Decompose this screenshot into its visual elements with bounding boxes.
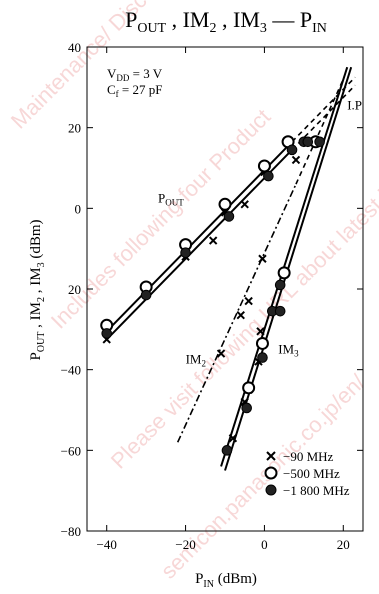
condition-vdd: VDD = 3 V bbox=[107, 66, 163, 83]
marker-filled-circle bbox=[286, 144, 298, 156]
annotation-pout: POUT bbox=[158, 190, 184, 207]
y-tick-label: 20 bbox=[68, 282, 81, 297]
chart-title: POUT , IM2 , IM3 — PIN bbox=[125, 7, 327, 36]
annotation-im3: IM3 bbox=[278, 342, 299, 359]
marker-open-circle bbox=[277, 266, 291, 280]
marker-cross bbox=[256, 327, 265, 336]
x-tick-label: 20 bbox=[337, 537, 350, 552]
axis-ticks bbox=[87, 46, 363, 532]
y-tick-label: 40 bbox=[68, 40, 81, 55]
marker-filled-circle bbox=[257, 352, 268, 363]
x-axis-label: PIN (dBm) bbox=[195, 571, 257, 590]
marker-cross bbox=[236, 311, 245, 320]
x-tick-label: 0 bbox=[261, 537, 268, 552]
marker-open-circle bbox=[218, 197, 232, 211]
marker-filled-circle bbox=[101, 328, 113, 339]
legend-marker-filled-circle bbox=[265, 484, 277, 496]
marker-open-circle bbox=[242, 381, 256, 395]
marker-cross bbox=[216, 349, 226, 358]
marker-cross bbox=[228, 434, 238, 443]
y-tick-label: 20 bbox=[68, 121, 81, 136]
marker-filled-circle bbox=[263, 170, 274, 182]
y-tick-label: 0 bbox=[75, 201, 82, 216]
line-pout-b bbox=[105, 149, 293, 341]
marker-cross bbox=[291, 155, 301, 165]
line-im2-ext bbox=[295, 78, 345, 185]
legend-marker-cross bbox=[266, 451, 276, 461]
legend-label-1800mhz: −1 800 MHz bbox=[283, 483, 350, 498]
marker-filled-circle bbox=[314, 136, 325, 148]
y-tick-label: −60 bbox=[61, 443, 81, 458]
data-markers bbox=[100, 135, 325, 456]
legend-label-500mhz: −500 MHz bbox=[283, 466, 340, 481]
x-tick-label: −20 bbox=[175, 537, 195, 552]
marker-filled-circle bbox=[221, 445, 233, 456]
legend-label-90mhz: −90 MHz bbox=[283, 449, 334, 464]
marker-filled-circle bbox=[302, 136, 314, 148]
x-tick-labels: −40 −20 0 20 bbox=[97, 537, 350, 552]
marker-cross bbox=[240, 200, 249, 209]
marker-filled-circle bbox=[241, 402, 252, 414]
marker-filled-circle bbox=[274, 279, 286, 291]
marker-filled-circle bbox=[140, 289, 152, 301]
y-tick-label: −80 bbox=[61, 524, 81, 539]
marker-filled-circle bbox=[180, 247, 191, 258]
line-im2-line bbox=[176, 183, 297, 443]
marker-open-circle bbox=[257, 159, 271, 173]
line-pout-a bbox=[105, 141, 293, 333]
marker-filled-circle bbox=[274, 305, 286, 317]
y-tick-label: −40 bbox=[61, 363, 81, 378]
y-axis-label: POUT , IM2 , IM3 (dBm) bbox=[28, 219, 47, 360]
marker-cross bbox=[258, 254, 267, 263]
annotation-im2: IM2 bbox=[186, 352, 206, 369]
annotation-ip: I.P bbox=[347, 98, 362, 113]
svg-text:Includes following four Produc: Includes following four Product bbox=[46, 104, 276, 334]
legend: −90 MHz −500 MHz −1 800 MHz bbox=[264, 449, 350, 498]
line-pout-ext-b bbox=[291, 84, 356, 151]
legend-marker-open-circle bbox=[264, 466, 278, 480]
x-tick-label: −40 bbox=[97, 537, 117, 552]
marker-filled-circle bbox=[223, 211, 235, 222]
conditions: VDD = 3 V Cf = 27 pF bbox=[107, 66, 163, 99]
condition-cf: Cf = 27 pF bbox=[107, 82, 162, 99]
marker-open-circle bbox=[255, 336, 269, 350]
marker-cross bbox=[208, 236, 218, 245]
y-tick-labels: −80 −60 −40 20 0 20 40 bbox=[61, 40, 81, 539]
marker-cross bbox=[244, 296, 253, 306]
